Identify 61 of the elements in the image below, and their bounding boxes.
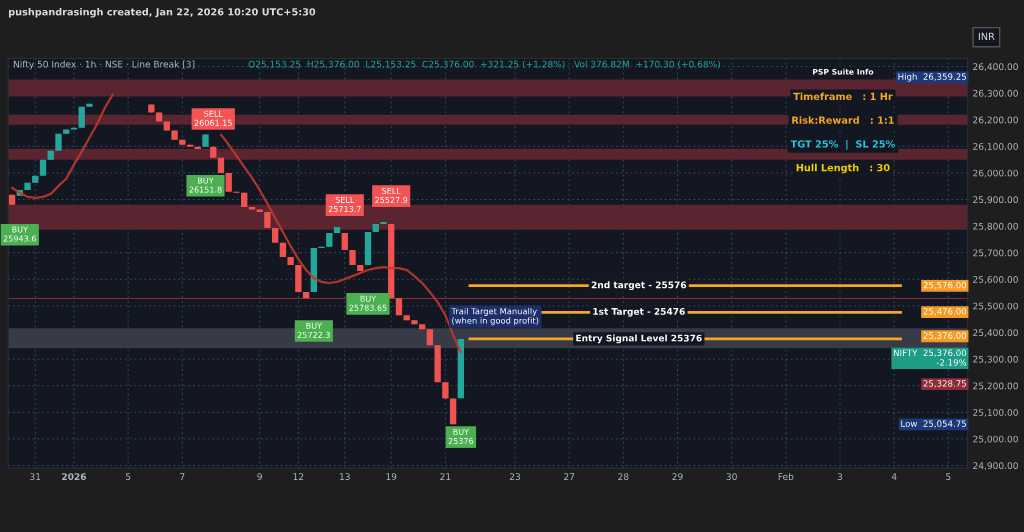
- y-tick-label: 25,500.00: [973, 302, 1018, 311]
- y-tick-label: 25,700.00: [973, 249, 1018, 258]
- y-tick-label: 26,100.00: [973, 143, 1018, 151]
- ref-line-label: Entry Signal Level 25376: [576, 334, 702, 344]
- annotation: NIFTY 25,376.00 -2.19%: [893, 349, 967, 366]
- annotation: BUY 25943.6: [3, 226, 36, 242]
- x-tick-label: 28: [618, 473, 629, 481]
- annotation: Timeframe : 1 Hr: [793, 92, 893, 101]
- y-tick-label: 26,400.00: [973, 63, 1018, 71]
- chart-subtitle: O25,153.25 H25,376.00 L25,153.25 C25,376.00 +321.25 (+1.28%) Vol 376.82M +170.30 (+0.68%): [248, 60, 720, 69]
- x-tick-label: 19: [386, 473, 397, 481]
- annotation: High 26,359.25: [898, 73, 966, 82]
- x-tick-label: 12: [293, 473, 304, 480]
- y-tick-label: 25,000.00: [973, 435, 1018, 444]
- annotation: SELL 26061.15: [194, 110, 232, 126]
- x-tick-label: 21: [440, 473, 451, 480]
- x-tick-label: 31: [30, 473, 41, 481]
- x-tick-label: 3: [837, 473, 843, 481]
- y-tick-label: 25,200.00: [973, 382, 1018, 391]
- annotation: BUY 25376: [448, 428, 474, 444]
- y-tick-label: 26,200.00: [973, 116, 1018, 125]
- chart-title: Nifty 50 Index · 1h · NSE · Line Break [3]: [13, 60, 195, 70]
- x-tick-label: 23: [509, 473, 521, 481]
- y-tick-label: 25,800.00: [973, 222, 1018, 231]
- x-tick-label: 29: [672, 473, 683, 481]
- y-tick-label: 24,900.00: [973, 462, 1018, 470]
- x-tick-label: Feb: [778, 473, 794, 481]
- text: INR: [978, 32, 995, 40]
- x-tick-label: 30: [726, 473, 737, 481]
- annotation: 25,376.00: [923, 332, 967, 340]
- annotation: 25,476.00: [923, 308, 967, 316]
- x-tick-label: 13: [340, 473, 350, 481]
- x-tick-label: 7: [180, 473, 185, 480]
- x-tick-label: 27: [564, 473, 575, 480]
- annotation: Hull Length : 30: [796, 163, 890, 174]
- y-tick-label: 25,900.00: [973, 196, 1018, 204]
- x-tick-label: 4: [891, 473, 897, 480]
- x-tick-label: 5: [125, 473, 131, 481]
- x-tick-label: 9: [257, 473, 262, 481]
- annotation: Risk:Reward : 1:1: [792, 116, 894, 124]
- y-tick-label: 25,400.00: [973, 329, 1018, 337]
- annotation: 25,576.00: [923, 281, 967, 290]
- annotation: BUY 26151.8: [189, 177, 222, 193]
- annotation: BUY 25783.65: [349, 295, 387, 311]
- x-tick-label: 2026: [62, 473, 87, 481]
- annotation: TGT 25% | SL 25%: [790, 140, 895, 150]
- ref-line-label: 1st Target - 25476: [593, 308, 685, 317]
- y-tick-label: 26,000.00: [973, 169, 1018, 178]
- annotation: Trail Target Manually (when in good profit): [451, 307, 539, 326]
- text: pushpandrasingh created, Jan 22, 2026 10:20 UTC+5:30: [9, 7, 316, 18]
- annotation: SELL 25713.7: [328, 196, 361, 213]
- y-tick-label: 25,600.00: [973, 276, 1018, 284]
- y-tick-label: 25,300.00: [973, 355, 1018, 364]
- ref-line-label: 2nd target - 25576: [591, 281, 687, 291]
- annotation: Low 25,054.75: [901, 420, 966, 428]
- annotation: 25,328.75: [923, 380, 966, 388]
- annotation: BUY 25722.3: [297, 322, 330, 338]
- y-tick-label: 25,100.00: [973, 409, 1018, 417]
- y-tick-label: 26,300.00: [973, 89, 1018, 98]
- annotation: SELL 25527.9: [375, 187, 408, 203]
- x-tick-label: 5: [946, 473, 951, 481]
